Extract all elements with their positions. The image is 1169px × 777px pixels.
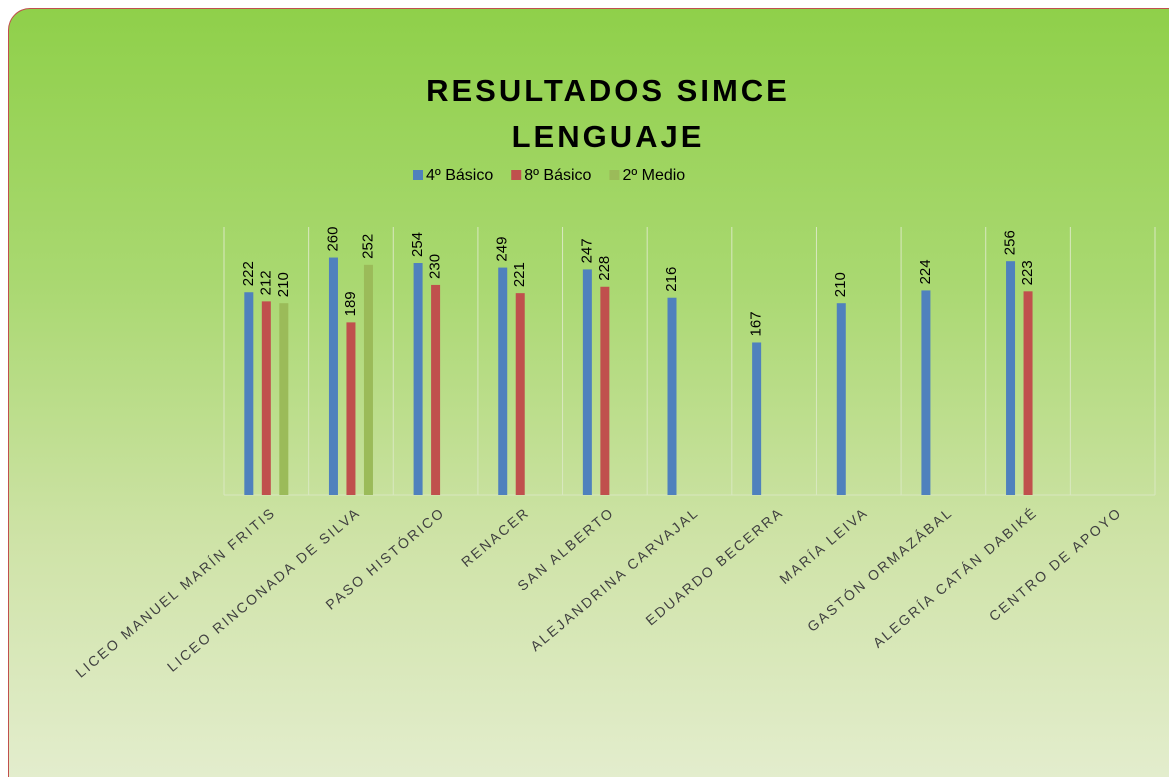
data-label: 230	[427, 254, 444, 279]
bar	[1023, 291, 1033, 495]
x-tick-label: ALEGRÍA CATÁN DABIKÉ	[870, 504, 1041, 651]
data-label: 260	[324, 227, 341, 252]
data-label: 247	[578, 238, 595, 263]
data-label: 212	[257, 270, 274, 295]
bar	[582, 269, 592, 495]
bar	[279, 303, 289, 495]
bar	[413, 263, 423, 495]
data-label: 167	[748, 311, 765, 336]
data-label: 228	[596, 256, 613, 281]
legend-swatch	[511, 170, 522, 180]
data-label: 256	[1002, 230, 1019, 255]
x-tick-label: ALEJANDRINA CARVAJAL	[527, 504, 702, 654]
bar	[363, 264, 373, 495]
data-label: 252	[359, 234, 376, 259]
bar	[328, 257, 338, 495]
data-label: 223	[1019, 260, 1036, 285]
bar	[921, 290, 931, 495]
data-label: 216	[663, 267, 680, 292]
bar	[261, 301, 271, 495]
bar	[667, 297, 677, 495]
legend-label: 8º Básico	[524, 167, 591, 184]
bar	[431, 284, 441, 495]
data-label: 254	[409, 232, 426, 257]
x-tick-label: RENACER	[458, 504, 533, 570]
chart-title: RESULTADOS SIMCE LENGUAJE	[426, 73, 790, 154]
data-label: 249	[494, 237, 511, 262]
x-tick-label: GASTÓN ORMAZÁBAL	[804, 504, 956, 635]
bar	[836, 303, 846, 495]
x-tick-label: LICEO RINCONADA DE SILVA	[164, 504, 363, 675]
bar	[752, 342, 762, 495]
legend-swatch	[413, 170, 423, 180]
data-label: 224	[917, 259, 934, 284]
legend-swatch	[609, 170, 620, 180]
data-label: 210	[832, 272, 849, 297]
bar	[244, 292, 254, 495]
bar	[1006, 261, 1016, 495]
bar	[600, 286, 610, 495]
data-label: 221	[511, 262, 528, 287]
x-tick-label: EDUARDO BECERRA	[642, 504, 786, 628]
bar	[498, 267, 508, 495]
bar	[515, 293, 525, 495]
legend-label: 4º Básico	[426, 167, 493, 184]
data-label: 222	[240, 261, 257, 286]
x-tick-label: CENTRO DE APOYO	[986, 504, 1125, 624]
data-label: 210	[275, 272, 292, 297]
bar	[346, 322, 356, 495]
legend-label: 2º Medio	[622, 167, 685, 184]
x-tick-label: MARÍA LEIVA	[776, 504, 871, 587]
data-label: 189	[342, 291, 359, 316]
